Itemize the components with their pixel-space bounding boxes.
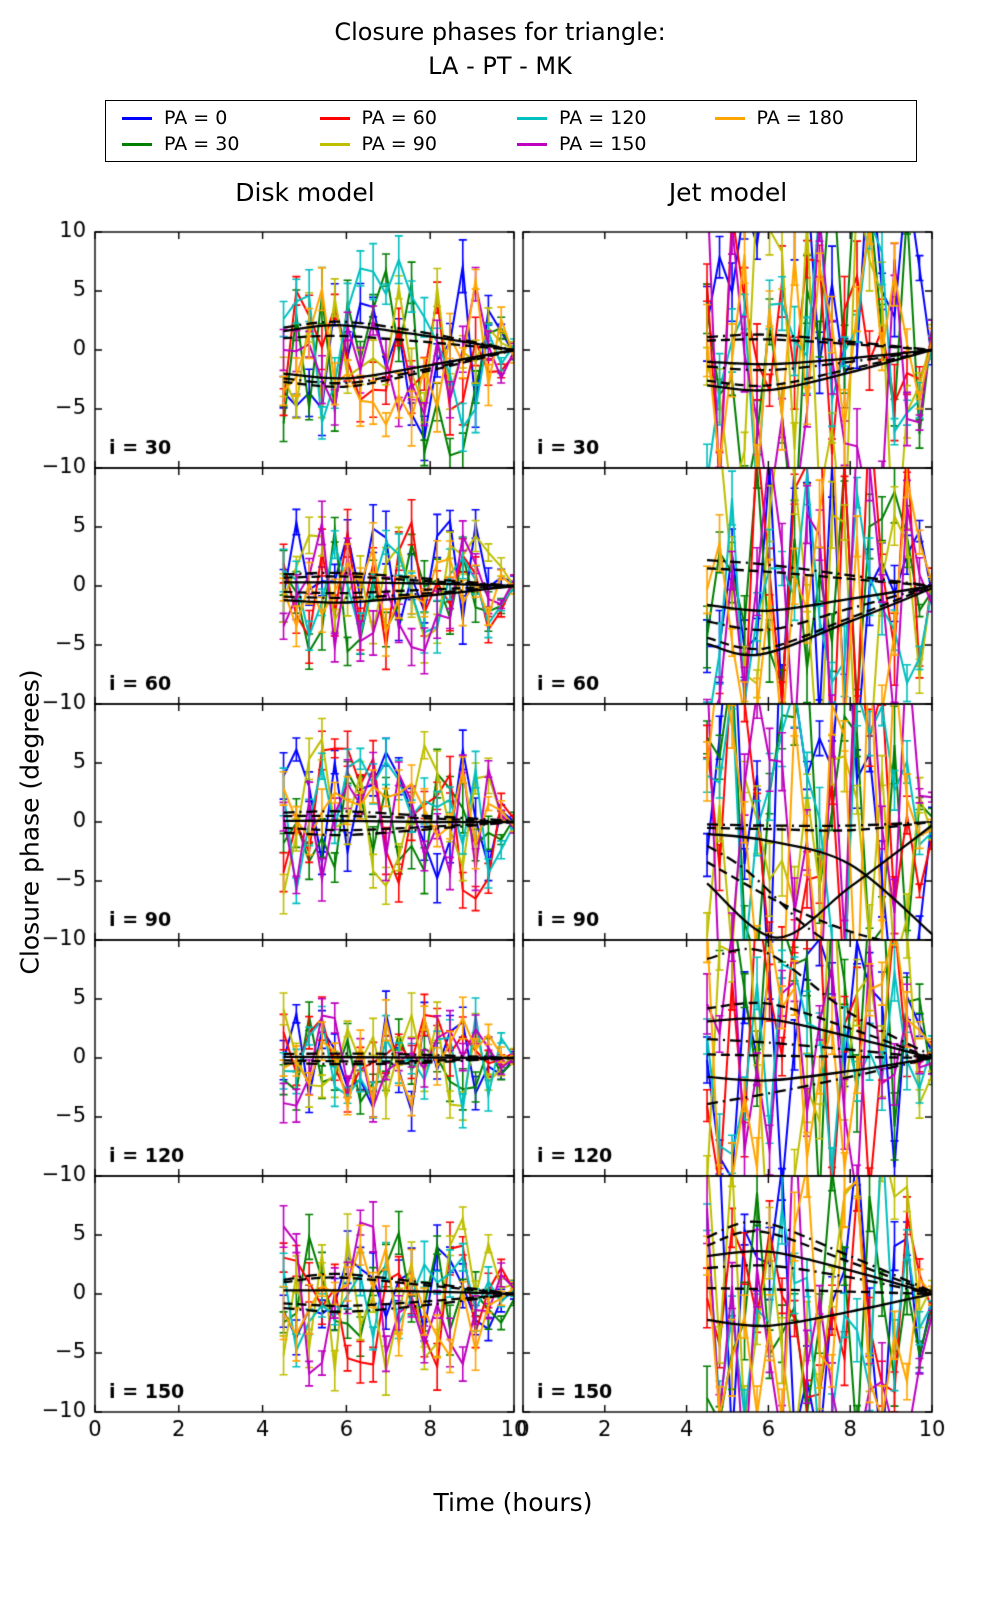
column-header-disk-model: Disk model xyxy=(235,178,375,207)
legend-entry-label: PA = 120 xyxy=(559,107,647,129)
legend-entry: PA = 60 xyxy=(314,105,512,131)
legend-line-swatch xyxy=(517,116,547,120)
legend-line-swatch xyxy=(714,116,745,120)
legend-line-swatch xyxy=(122,116,152,120)
figure-title-line1: Closure phases for triangle: xyxy=(334,18,666,46)
legend-line-swatch xyxy=(319,116,350,120)
column-header-jet-model: Jet model xyxy=(668,178,788,207)
x-axis-label: Time (hours) xyxy=(433,1488,593,1517)
legend-entries: PA = 0 PA = 30 PA = 60 PA = 90 PA = 120 PA = … xyxy=(106,101,916,161)
legend-line-swatch xyxy=(517,142,547,146)
legend: PA = 0 PA = 30 PA = 60 PA = 90 PA = 120 PA = … xyxy=(105,100,917,162)
legend-entry: PA = 30 xyxy=(116,131,314,157)
legend-line-swatch xyxy=(122,142,152,146)
legend-entry-label: PA = 90 xyxy=(361,133,437,155)
legend-entry-label: PA = 180 xyxy=(756,107,845,129)
legend-entry: PA = 90 xyxy=(314,131,512,157)
legend-entry: PA = 150 xyxy=(511,131,709,157)
legend-entry-label: PA = 0 xyxy=(164,107,228,129)
figure-title-line2: LA - PT - MK xyxy=(428,51,572,80)
figure-title: Closure phases for triangle: LA - PT - M… xyxy=(0,16,1000,83)
legend-entry-label: PA = 150 xyxy=(559,133,647,155)
legend-entry-label: PA = 60 xyxy=(361,107,437,129)
legend-line-swatch xyxy=(319,142,350,146)
y-axis-label: Closure phase (degrees) xyxy=(15,669,45,975)
legend-entry: PA = 180 xyxy=(709,105,907,131)
legend-entry: PA = 0 xyxy=(116,105,314,131)
legend-entry-label: PA = 30 xyxy=(164,133,240,155)
legend-entry: PA = 120 xyxy=(511,105,709,131)
